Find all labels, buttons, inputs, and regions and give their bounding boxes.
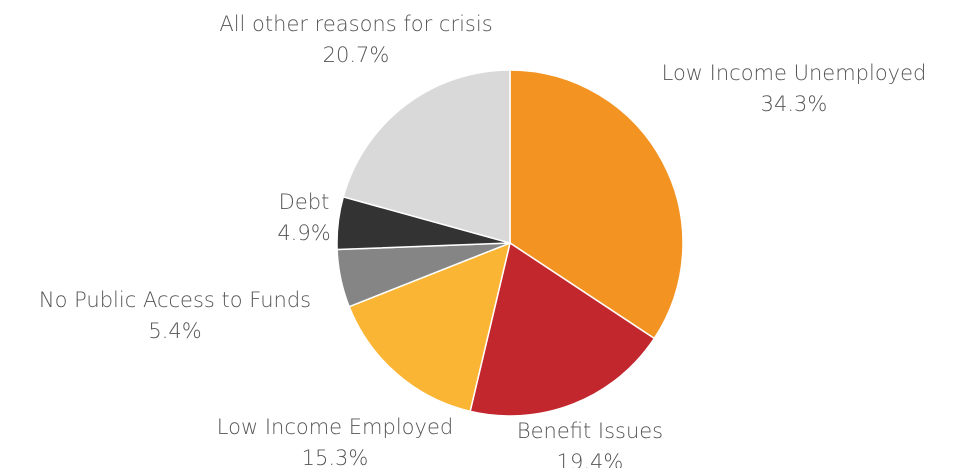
slice-label: Benefit Issues xyxy=(517,419,663,443)
slice-label: Low Income Unemployed xyxy=(662,61,927,85)
slice-label: All other reasons for crisis xyxy=(219,12,492,36)
slice-label: No Public Access to Funds xyxy=(39,288,311,312)
slice-label: Low Income Employed xyxy=(217,415,453,439)
slice-value-label: 15.3% xyxy=(302,446,369,468)
slice-value-label: 19.4% xyxy=(557,450,624,468)
slice-label: Debt xyxy=(279,190,330,214)
slice-value-label: 4.9% xyxy=(277,221,330,245)
slice-value-label: 5.4% xyxy=(148,319,201,343)
slice-value-label: 34.3% xyxy=(761,92,828,116)
slice-value-label: 20.7% xyxy=(323,43,390,67)
